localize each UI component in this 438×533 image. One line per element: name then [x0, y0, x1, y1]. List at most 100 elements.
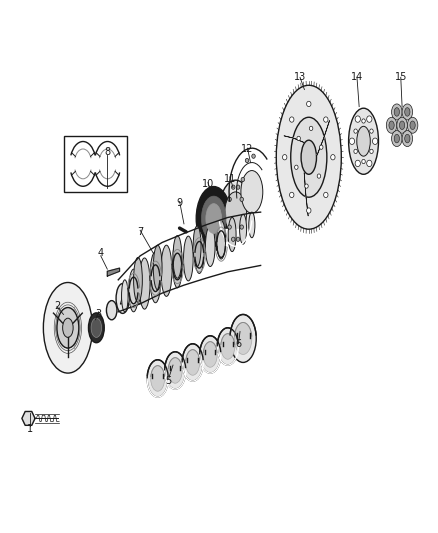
- Circle shape: [305, 184, 308, 188]
- Text: 11: 11: [224, 174, 236, 183]
- Circle shape: [372, 138, 378, 144]
- Circle shape: [228, 225, 231, 229]
- Circle shape: [232, 237, 235, 241]
- Ellipse shape: [407, 117, 418, 133]
- Circle shape: [319, 145, 323, 149]
- Circle shape: [317, 174, 321, 178]
- Circle shape: [236, 237, 240, 241]
- Circle shape: [283, 155, 287, 160]
- Text: 7: 7: [137, 227, 143, 237]
- Ellipse shape: [217, 221, 226, 259]
- Ellipse shape: [193, 226, 201, 266]
- Ellipse shape: [206, 204, 222, 233]
- Ellipse shape: [153, 245, 162, 290]
- Circle shape: [355, 116, 360, 122]
- Ellipse shape: [186, 350, 200, 375]
- Circle shape: [245, 158, 249, 163]
- Ellipse shape: [173, 236, 182, 278]
- Ellipse shape: [386, 117, 397, 133]
- Text: 3: 3: [95, 310, 102, 319]
- Ellipse shape: [219, 180, 252, 246]
- Ellipse shape: [234, 322, 252, 354]
- Text: 2: 2: [54, 302, 60, 311]
- Ellipse shape: [225, 192, 247, 235]
- Bar: [64, 136, 127, 192]
- Ellipse shape: [43, 282, 92, 373]
- Text: 4: 4: [98, 248, 104, 258]
- Ellipse shape: [228, 217, 236, 252]
- Ellipse shape: [249, 212, 255, 238]
- Polygon shape: [304, 173, 308, 216]
- Circle shape: [307, 101, 311, 107]
- Polygon shape: [317, 120, 329, 155]
- Polygon shape: [120, 288, 140, 304]
- Text: 10: 10: [202, 179, 214, 189]
- Ellipse shape: [402, 104, 413, 120]
- Ellipse shape: [134, 257, 142, 302]
- Ellipse shape: [392, 131, 402, 147]
- Ellipse shape: [121, 280, 128, 312]
- Circle shape: [367, 160, 372, 167]
- Circle shape: [240, 225, 244, 229]
- Polygon shape: [107, 268, 120, 276]
- Circle shape: [324, 192, 328, 198]
- Text: 12: 12: [241, 144, 254, 154]
- Ellipse shape: [168, 358, 182, 383]
- Ellipse shape: [405, 108, 410, 116]
- Ellipse shape: [150, 252, 161, 303]
- Circle shape: [295, 165, 298, 169]
- Ellipse shape: [196, 187, 231, 251]
- Ellipse shape: [57, 308, 79, 348]
- Circle shape: [362, 159, 365, 164]
- Ellipse shape: [410, 121, 415, 130]
- Ellipse shape: [397, 117, 407, 133]
- Circle shape: [370, 149, 373, 154]
- Text: 13: 13: [294, 72, 306, 82]
- Ellipse shape: [88, 313, 104, 343]
- Circle shape: [350, 138, 355, 144]
- Circle shape: [331, 155, 335, 160]
- Circle shape: [324, 117, 328, 122]
- Circle shape: [236, 185, 240, 189]
- Ellipse shape: [301, 140, 317, 174]
- Circle shape: [228, 197, 231, 201]
- Ellipse shape: [194, 231, 204, 273]
- Circle shape: [290, 117, 294, 122]
- Circle shape: [290, 192, 294, 198]
- Ellipse shape: [129, 269, 138, 312]
- Ellipse shape: [405, 134, 410, 143]
- Ellipse shape: [151, 366, 165, 391]
- Circle shape: [367, 116, 372, 122]
- Ellipse shape: [291, 117, 327, 197]
- Circle shape: [354, 149, 357, 154]
- Circle shape: [370, 129, 373, 133]
- Ellipse shape: [221, 334, 235, 359]
- Ellipse shape: [200, 336, 221, 373]
- Ellipse shape: [201, 196, 226, 241]
- Ellipse shape: [63, 318, 73, 337]
- Ellipse shape: [91, 318, 102, 337]
- Ellipse shape: [116, 284, 129, 313]
- Text: 14: 14: [351, 72, 363, 82]
- Circle shape: [252, 154, 255, 158]
- Ellipse shape: [389, 121, 394, 130]
- Ellipse shape: [394, 108, 399, 116]
- Ellipse shape: [139, 258, 150, 309]
- Ellipse shape: [240, 214, 247, 244]
- Polygon shape: [22, 411, 35, 425]
- Circle shape: [232, 185, 235, 189]
- Ellipse shape: [147, 360, 168, 397]
- Text: 1: 1: [27, 424, 33, 434]
- Circle shape: [309, 126, 313, 131]
- Ellipse shape: [106, 301, 117, 320]
- Ellipse shape: [402, 131, 413, 147]
- Ellipse shape: [184, 236, 193, 281]
- Ellipse shape: [217, 328, 238, 365]
- Circle shape: [241, 177, 244, 182]
- Ellipse shape: [399, 121, 405, 130]
- Circle shape: [297, 136, 300, 141]
- Ellipse shape: [241, 171, 263, 213]
- Text: 5: 5: [166, 376, 172, 386]
- Ellipse shape: [357, 126, 370, 156]
- Ellipse shape: [230, 314, 256, 362]
